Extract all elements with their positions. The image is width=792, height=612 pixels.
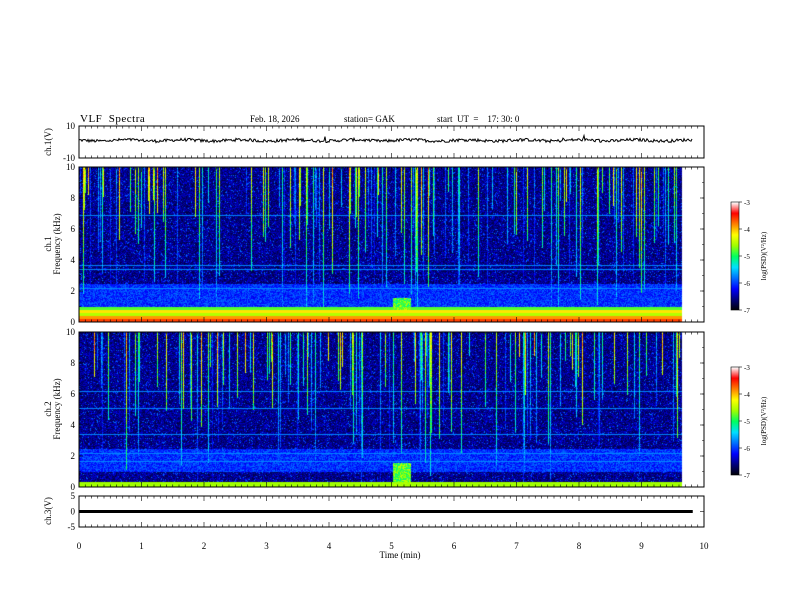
ch1-colorbar (731, 202, 739, 310)
y-tick-label: 10 (66, 327, 76, 337)
y-tick-label: 6 (71, 389, 76, 399)
y-tick-label: 0 (71, 507, 76, 517)
colorbar-tick-label: -5 (744, 253, 750, 261)
colorbar-tick-label: -3 (744, 199, 750, 207)
figure-title: VLF Spectra (80, 113, 146, 125)
colorbar-frame (730, 366, 740, 476)
y-tick-label: 2 (71, 451, 76, 461)
x-tick-label: 7 (514, 541, 519, 551)
colorbar-tick-label: -4 (744, 391, 750, 399)
y-tick-label: 8 (71, 193, 76, 203)
ch1-spectrogram-ylabel-line2: Frequency (kHz) (52, 213, 62, 274)
ch2-colorbar (731, 367, 739, 475)
x-tick-label: 2 (202, 541, 207, 551)
ch2-spectrogram-ylabel-line1: ch.2 (43, 401, 53, 416)
y-tick-label: 0 (71, 482, 76, 492)
ch3-waveform-ylabel: ch.3(V) (43, 497, 53, 525)
ch1-waveform-trace (78, 133, 693, 144)
colorbar-frame (730, 201, 740, 311)
colorbar-tick-label: -7 (744, 472, 750, 480)
x-tick-label: 8 (577, 541, 582, 551)
ch1-spectrogram-ylabel-line1: ch.1 (43, 236, 53, 251)
start-time-label: start UT = 17: 30: 0 (437, 114, 520, 124)
y-tick-label: 8 (71, 358, 76, 368)
x-axis-label: Time (min) (380, 550, 421, 560)
date-label: Feb. 18, 2026 (250, 114, 300, 124)
x-tick-label: 9 (639, 541, 644, 551)
y-tick-label: 2 (71, 286, 76, 296)
colorbar-tick-label: -6 (744, 280, 750, 288)
y-tick-label: -5 (68, 522, 76, 532)
x-tick-label: 10 (700, 541, 710, 551)
x-tick-label: 6 (452, 541, 457, 551)
colorbar-tick-label: -6 (744, 445, 750, 453)
x-tick-label: 3 (264, 541, 269, 551)
y-tick-label: 10 (66, 121, 76, 131)
y-tick-label: 6 (71, 224, 76, 234)
y-tick-label: 10 (66, 162, 76, 172)
y-tick-label: 0 (71, 317, 76, 327)
tick-marks (78, 125, 742, 528)
panel-frame (78, 166, 705, 323)
colorbar-tick-label: -4 (744, 226, 750, 234)
ch2-spectrogram-ylabel-line2: Frequency (kHz) (52, 378, 62, 439)
ch1-waveform-ylabel: ch.1(V) (43, 128, 53, 156)
x-tick-label: 0 (77, 541, 82, 551)
ch2-spectrogram-image (79, 332, 693, 487)
colorbar-tick-label: -3 (744, 364, 750, 372)
colorbar-tick-label: -7 (744, 307, 750, 315)
y-tick-label: -10 (63, 153, 75, 163)
ch1-colorbar-label: log(PSD)(V²/Hz) (760, 231, 768, 280)
x-tick-label: 5 (389, 541, 394, 551)
station-label: station= GAK (344, 114, 395, 124)
ch2-colorbar-label: log(PSD)(V²/Hz) (760, 396, 768, 445)
x-tick-label: 4 (327, 541, 332, 551)
ch1-spectrogram-image (79, 167, 693, 322)
y-tick-label: 5 (71, 491, 76, 501)
x-tick-label: 1 (139, 541, 144, 551)
panel-frame (78, 331, 705, 488)
colorbar-tick-label: -5 (744, 418, 750, 426)
axes-frames (78, 125, 740, 528)
y-tick-label: 4 (71, 255, 76, 265)
tick-labels: 0 1 2 3 4 5 6 7 8 9 1010-101086420108642050-5-3-4-… (63, 121, 750, 551)
y-tick-label: 4 (71, 420, 76, 430)
